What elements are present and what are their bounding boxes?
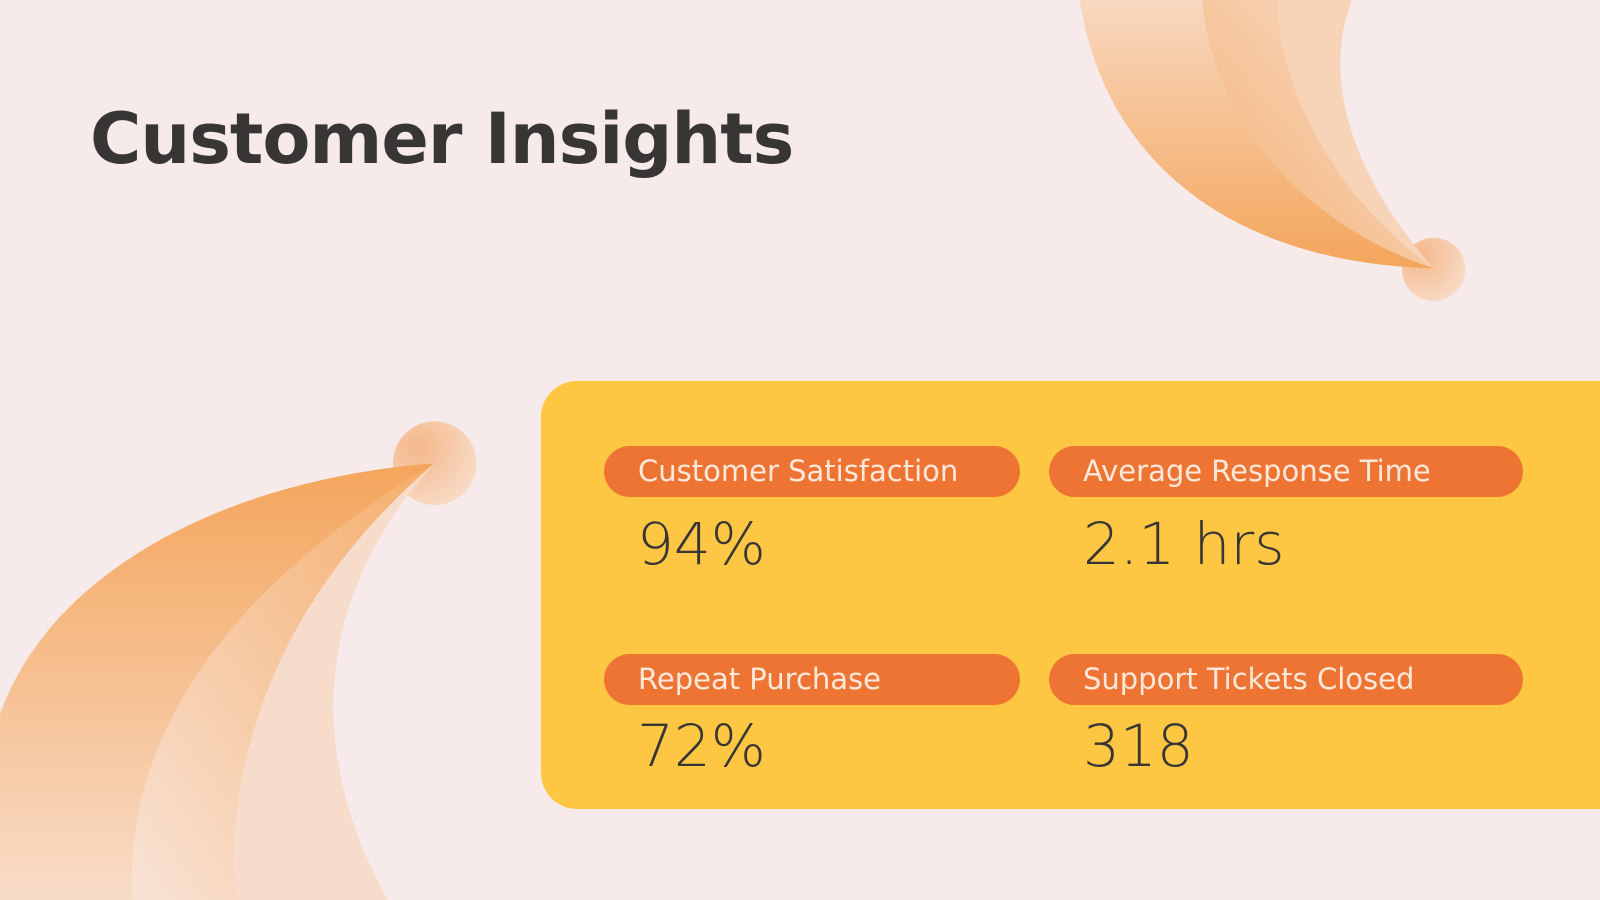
metric-label: Customer Satisfaction <box>604 446 1020 497</box>
swoosh <box>1079 0 1434 269</box>
metric-value: 318 <box>1083 712 1194 780</box>
swoosh <box>1277 0 1434 269</box>
metric-value: 2.1 hrs <box>1083 510 1285 578</box>
swoosh <box>233 463 435 900</box>
swoosh <box>132 463 435 900</box>
swoosh <box>1202 0 1434 269</box>
swoosh <box>0 463 435 900</box>
metric-label: Support Tickets Closed <box>1049 654 1523 705</box>
title: Customer Insights <box>90 98 794 180</box>
metric-value: 72% <box>637 712 766 780</box>
metric-label: Average Response Time <box>1049 446 1523 497</box>
metric-label: Repeat Purchase <box>604 654 1020 705</box>
metric-value: 94% <box>637 510 766 578</box>
